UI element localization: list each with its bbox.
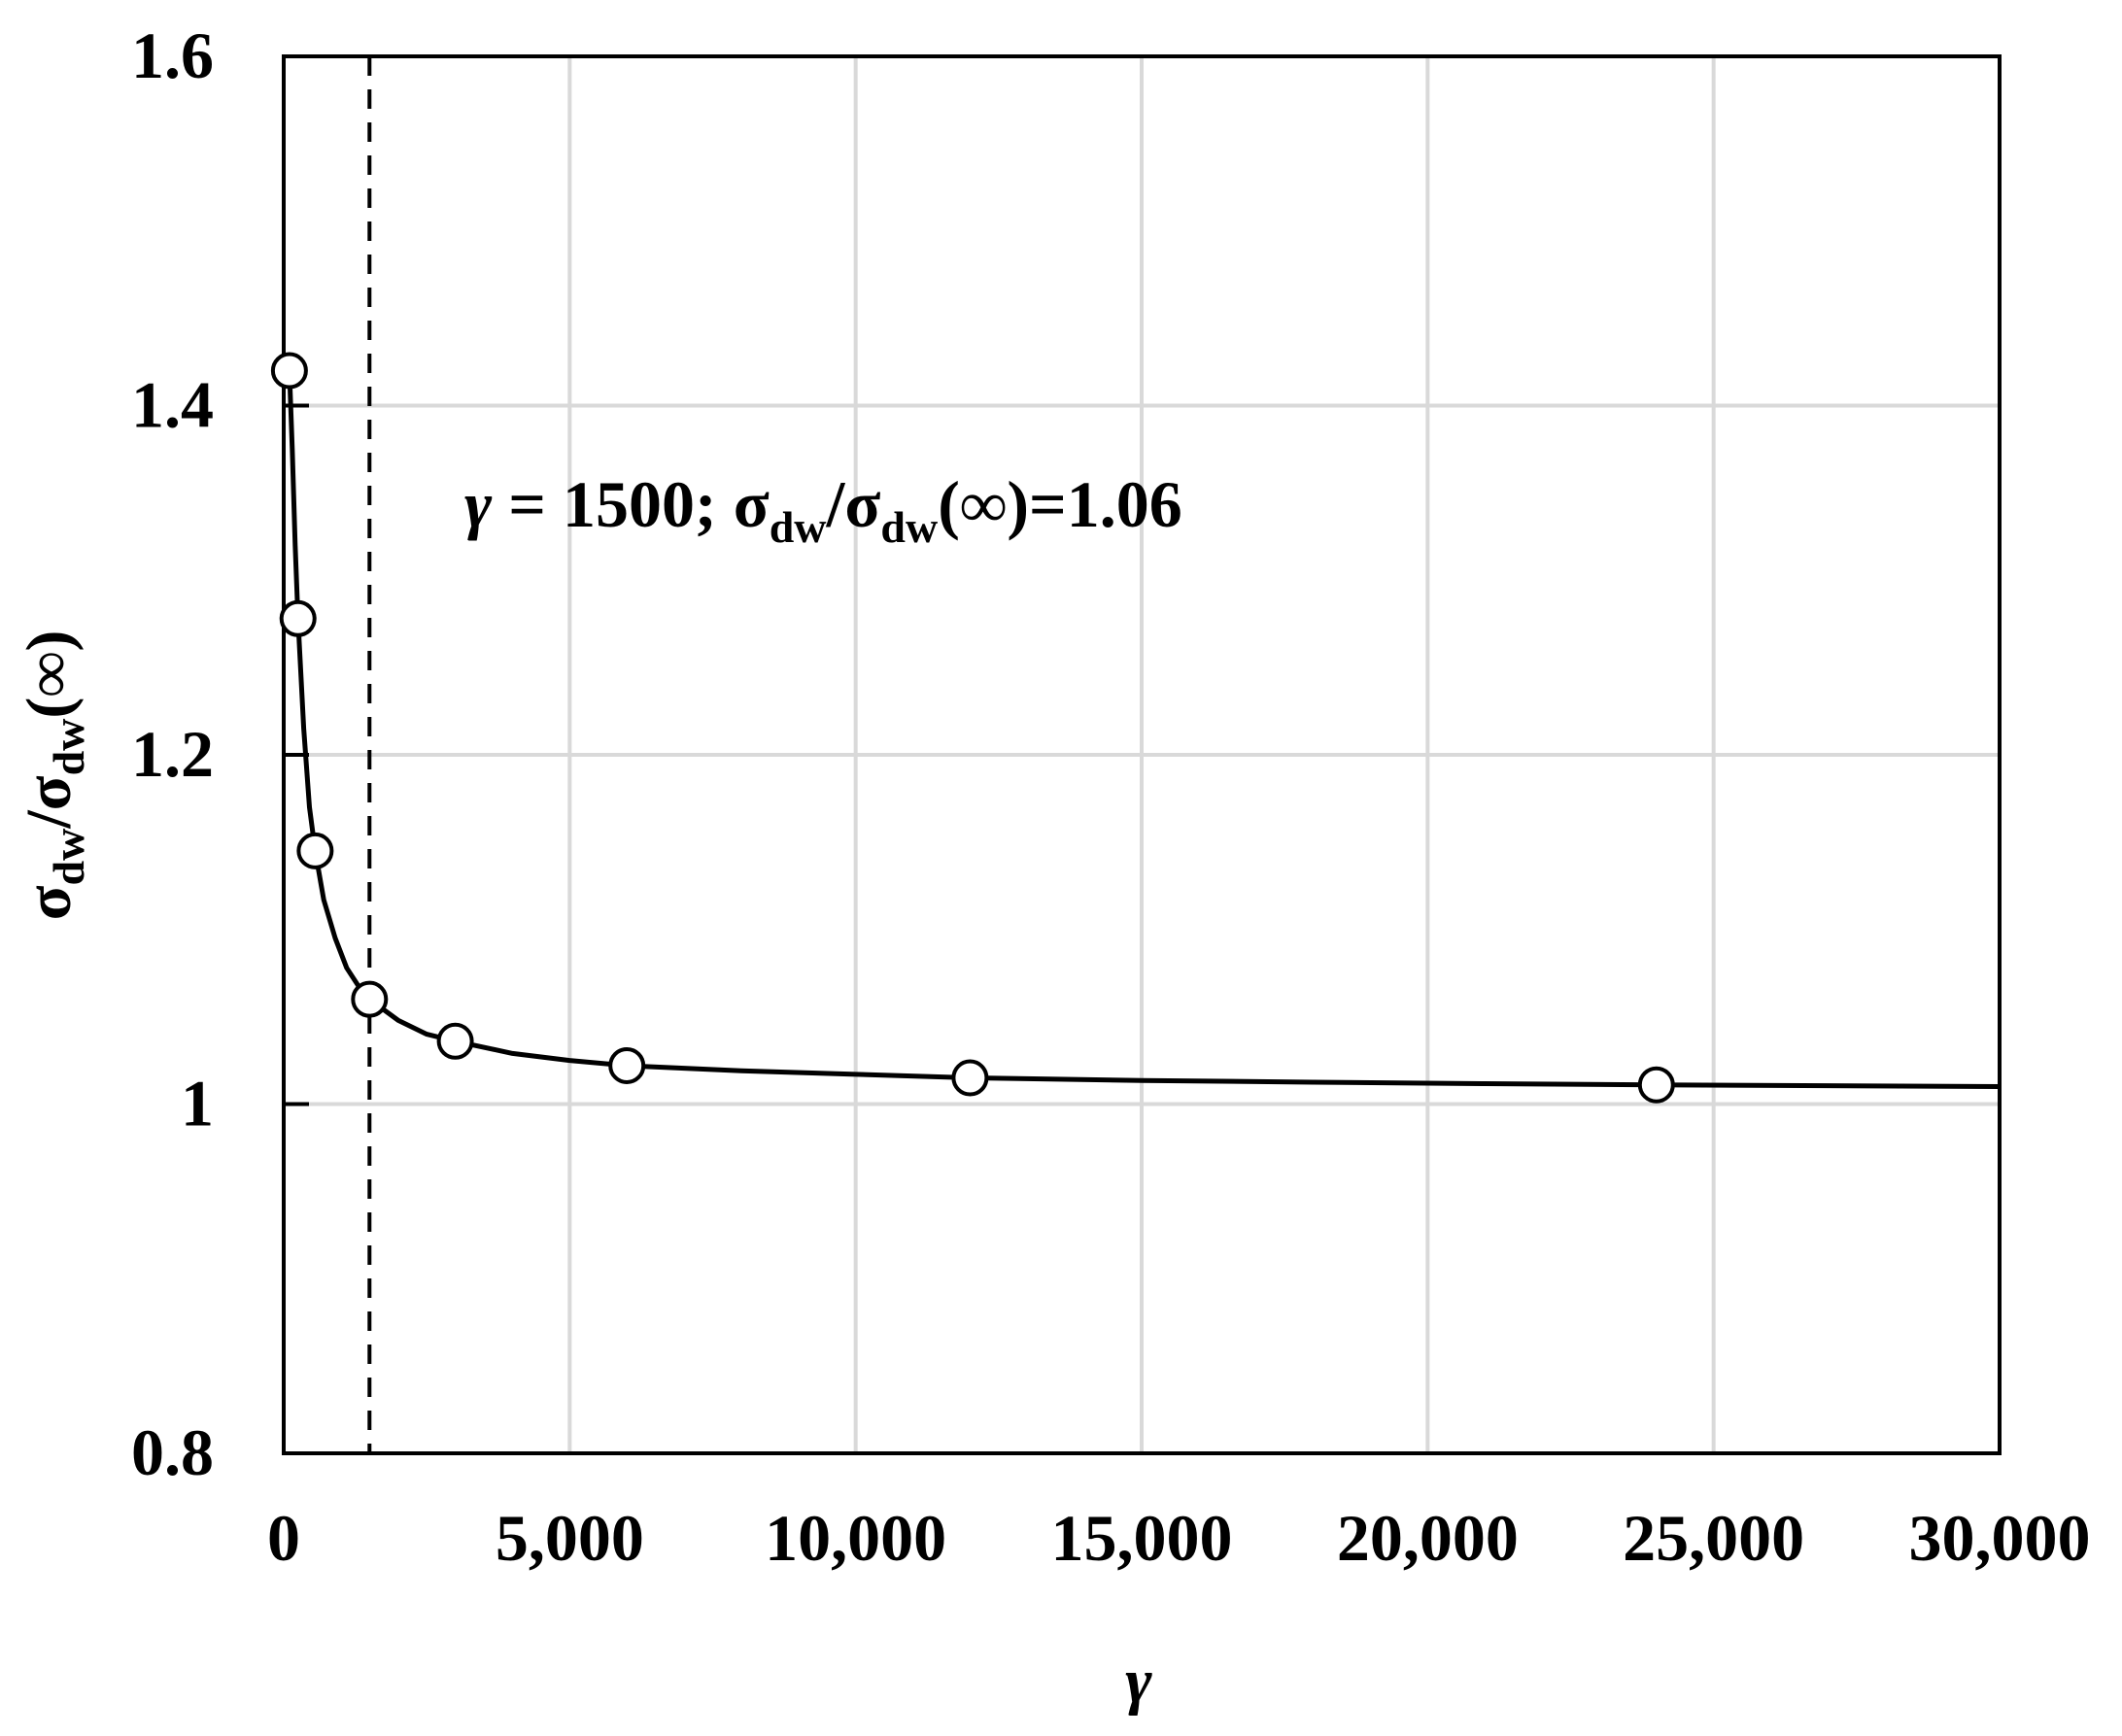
markers (270, 352, 1675, 1104)
data-point (279, 599, 317, 637)
ticks (284, 54, 309, 1455)
x-tick-label: 30,000 (1909, 1501, 2091, 1575)
y-axis-title: σdw/σdw(∞) (14, 630, 93, 921)
y-tick-label: 1.2 (131, 717, 214, 791)
x-axis-title: γ (1125, 1646, 1152, 1717)
data-point (270, 352, 308, 390)
data-point (296, 832, 334, 869)
data-point (951, 1059, 989, 1097)
data-point (608, 1046, 646, 1084)
y-tick-labels: 0.8 1 1.2 1.4 1.6 (131, 18, 214, 1489)
x-tick-label: 15,000 (1051, 1501, 1233, 1575)
grid (284, 56, 2000, 1453)
x-tick-label: 25,000 (1623, 1501, 1804, 1575)
x-tick-label: 0 (267, 1501, 300, 1575)
y-tick-label: 1.6 (131, 18, 214, 92)
y-tick-label: 0.8 (131, 1415, 214, 1489)
data-point (351, 980, 389, 1018)
y-tick-label: 1 (181, 1067, 214, 1140)
data-point (436, 1022, 474, 1060)
x-tick-label: 10,000 (765, 1501, 946, 1575)
x-tick-label: 5,000 (496, 1501, 644, 1575)
y-tick-label: 1.4 (131, 368, 214, 442)
x-tick-label: 20,000 (1337, 1501, 1519, 1575)
annotation-text: γ = 1500; σdw/σdw(∞)=1.06 (464, 467, 1182, 552)
data-point (1637, 1066, 1675, 1104)
x-tick-labels: 0 5,000 10,000 15,000 20,000 25,000 30,000 (267, 1501, 2091, 1575)
